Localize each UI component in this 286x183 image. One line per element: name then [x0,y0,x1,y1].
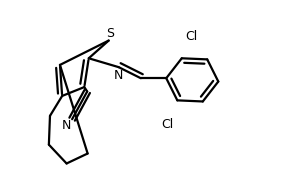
Text: N: N [61,119,71,132]
Text: N: N [114,69,123,82]
Text: Cl: Cl [161,118,174,131]
Text: S: S [106,27,114,40]
Text: Cl: Cl [186,30,198,43]
